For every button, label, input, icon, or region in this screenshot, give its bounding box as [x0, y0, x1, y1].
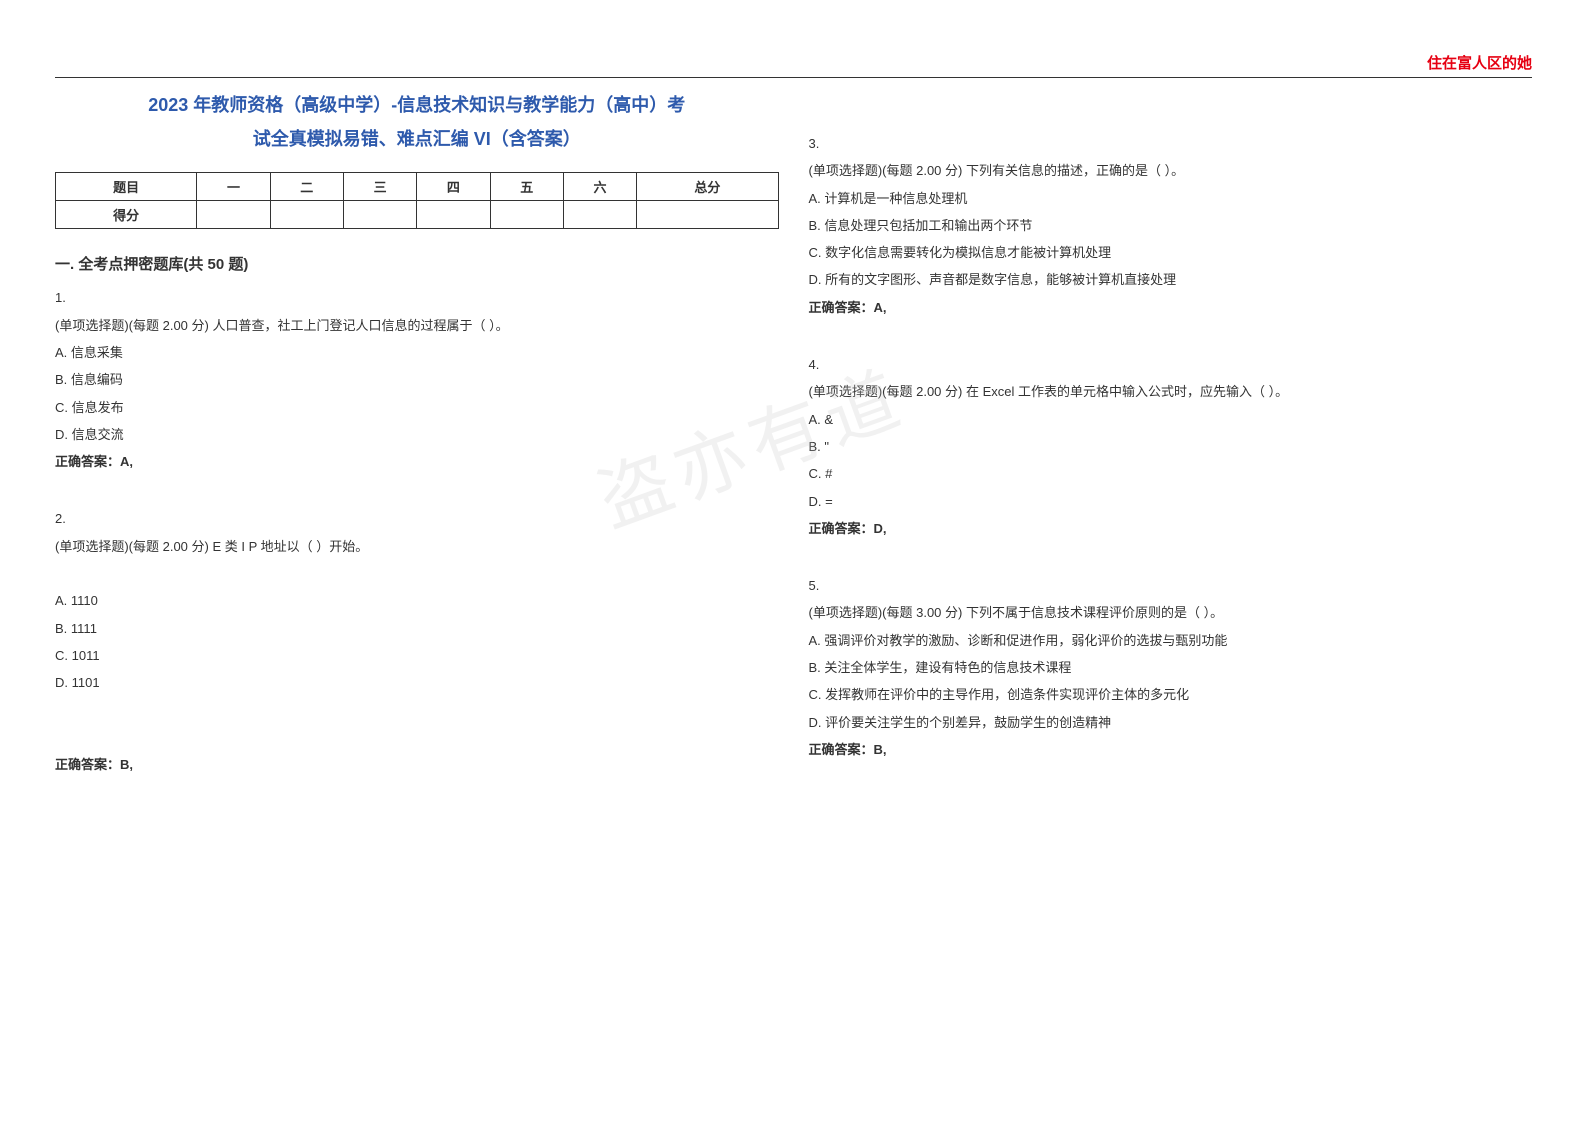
question-block: 2. (单项选择题)(每题 2.00 分) E 类 I P 地址以（ ）开始。 …: [55, 505, 779, 778]
question-answer: 正确答案：B,: [809, 736, 1533, 763]
score-cell: [417, 201, 490, 229]
question-option: A. 1110: [55, 587, 779, 614]
question-option: C. #: [809, 460, 1533, 487]
question-option: B. 信息处理只包括加工和输出两个环节: [809, 212, 1533, 239]
score-header-cell: 二: [270, 173, 343, 201]
question-option: A. 计算机是一种信息处理机: [809, 185, 1533, 212]
question-stem: (单项选择题)(每题 2.00 分) 在 Excel 工作表的单元格中输入公式时…: [809, 378, 1533, 405]
score-cell: [637, 201, 778, 229]
score-header-cell: 一: [197, 173, 270, 201]
score-header-cell: 四: [417, 173, 490, 201]
score-table: 题目 一 二 三 四 五 六 总分 得分: [55, 172, 779, 229]
question-number: 2.: [55, 505, 779, 532]
score-header-cell: 总分: [637, 173, 778, 201]
question-option: D. 所有的文字图形、声音都是数字信息，能够被计算机直接处理: [809, 266, 1533, 293]
question-option: C. 发挥教师在评价中的主导作用，创造条件实现评价主体的多元化: [809, 681, 1533, 708]
question-number: 3.: [809, 130, 1533, 157]
question-option: B. 关注全体学生，建设有特色的信息技术课程: [809, 654, 1533, 681]
question-option: C. 数字化信息需要转化为模拟信息才能被计算机处理: [809, 239, 1533, 266]
question-option: B. 1111: [55, 615, 779, 642]
title-line-1: 2023 年教师资格（高级中学）-信息技术知识与教学能力（高中）考: [55, 88, 779, 122]
title-line-2: 试全真模拟易错、难点汇编 VI（含答案）: [55, 122, 779, 156]
question-option: B. ": [809, 433, 1533, 460]
question-block: 1. (单项选择题)(每题 2.00 分) 人口普查，社工上门登记人口信息的过程…: [55, 284, 779, 475]
question-option: D. =: [809, 488, 1533, 515]
document-title: 2023 年教师资格（高级中学）-信息技术知识与教学能力（高中）考 试全真模拟易…: [55, 88, 779, 156]
section-title: 一. 全考点押密题库(共 50 题): [55, 253, 779, 274]
score-cell: [270, 201, 343, 229]
question-option: A. 信息采集: [55, 339, 779, 366]
right-column: 3. (单项选择题)(每题 2.00 分) 下列有关信息的描述，正确的是（ ）。…: [809, 88, 1533, 808]
question-answer: 正确答案：B,: [55, 751, 779, 778]
question-number: 1.: [55, 284, 779, 311]
question-answer: 正确答案：A,: [55, 448, 779, 475]
score-cell: [490, 201, 563, 229]
question-block: 3. (单项选择题)(每题 2.00 分) 下列有关信息的描述，正确的是（ ）。…: [809, 130, 1533, 321]
score-cell: [197, 201, 270, 229]
score-cell: [343, 201, 416, 229]
question-stem: (单项选择题)(每题 2.00 分) 下列有关信息的描述，正确的是（ ）。: [809, 157, 1533, 184]
question-option: D. 1101: [55, 669, 779, 696]
question-stem: (单项选择题)(每题 2.00 分) 人口普查，社工上门登记人口信息的过程属于（…: [55, 312, 779, 339]
question-option: C. 1011: [55, 642, 779, 669]
score-header-cell: 三: [343, 173, 416, 201]
question-answer: 正确答案：A,: [809, 294, 1533, 321]
score-cell: [563, 201, 636, 229]
question-number: 5.: [809, 572, 1533, 599]
question-answer: 正确答案：D,: [809, 515, 1533, 542]
score-table-data-row: 得分: [56, 201, 779, 229]
question-option: D. 信息交流: [55, 421, 779, 448]
question-stem: (单项选择题)(每题 2.00 分) E 类 I P 地址以（ ）开始。: [55, 533, 779, 560]
question-option: A. &: [809, 406, 1533, 433]
question-stem: (单项选择题)(每题 3.00 分) 下列不属于信息技术课程评价原则的是（ ）。: [809, 599, 1533, 626]
score-table-header-row: 题目 一 二 三 四 五 六 总分: [56, 173, 779, 201]
question-option: D. 评价要关注学生的个别差异，鼓励学生的创造精神: [809, 709, 1533, 736]
score-row-label: 得分: [56, 201, 197, 229]
score-header-cell: 六: [563, 173, 636, 201]
header-divider: [55, 77, 1532, 78]
question-option: C. 信息发布: [55, 394, 779, 421]
score-header-cell: 五: [490, 173, 563, 201]
content-area: 2023 年教师资格（高级中学）-信息技术知识与教学能力（高中）考 试全真模拟易…: [55, 88, 1532, 808]
question-option: A. 强调评价对教学的激励、诊断和促进作用，弱化评价的选拔与甄别功能: [809, 627, 1533, 654]
header-label: 住在富人区的她: [1427, 52, 1532, 73]
question-block: 4. (单项选择题)(每题 2.00 分) 在 Excel 工作表的单元格中输入…: [809, 351, 1533, 542]
question-block: 5. (单项选择题)(每题 3.00 分) 下列不属于信息技术课程评价原则的是（…: [809, 572, 1533, 763]
left-column: 2023 年教师资格（高级中学）-信息技术知识与教学能力（高中）考 试全真模拟易…: [55, 88, 779, 808]
question-option: B. 信息编码: [55, 366, 779, 393]
question-number: 4.: [809, 351, 1533, 378]
score-header-cell: 题目: [56, 173, 197, 201]
